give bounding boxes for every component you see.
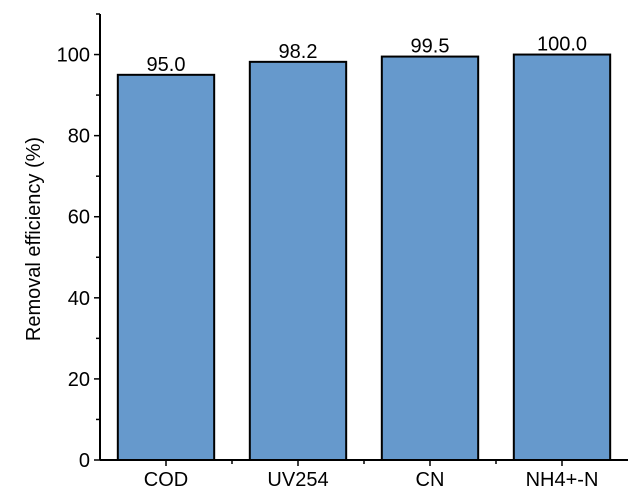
y-tick-label: 0 — [79, 450, 90, 472]
x-tick-label: COD — [144, 469, 188, 489]
bar-value-label: 98.2 — [279, 41, 318, 63]
y-tick-label: 100 — [57, 45, 90, 67]
y-tick-label: 40 — [68, 288, 90, 310]
axes-layer: COD UV254 CN NH4+-N 0 20 40 60 80 100 — [57, 13, 628, 489]
y-tick-label: 80 — [68, 126, 90, 148]
x-tick-label: NH4+-N — [526, 469, 599, 489]
bar-value-label: 99.5 — [411, 36, 450, 58]
bar-value-label: 95.0 — [147, 54, 186, 76]
bar-uv254 — [248, 60, 348, 462]
y-tick-label: 60 — [68, 207, 90, 229]
y-tick-label: 20 — [68, 369, 90, 391]
y-axis-title: Removal efficiency (%) — [23, 137, 45, 341]
bar-cn — [380, 55, 480, 461]
bar-nh4-n — [512, 53, 612, 462]
x-tick-label: CN — [416, 469, 445, 489]
bars-layer: 95.0 98.2 99.5 100.0 — [116, 34, 612, 462]
bar-value-label: 100.0 — [537, 34, 587, 56]
bar-cod — [116, 73, 216, 461]
x-tick-label: UV254 — [267, 469, 328, 489]
